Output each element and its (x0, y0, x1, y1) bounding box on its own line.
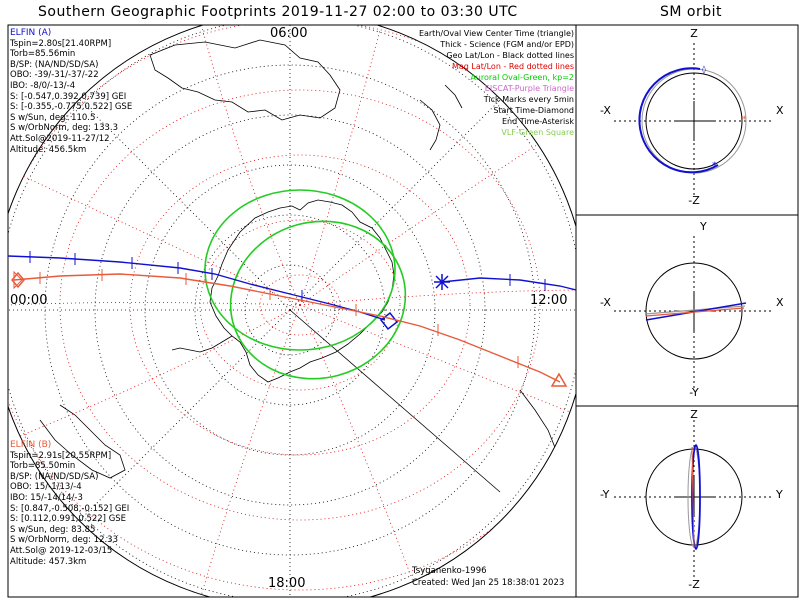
orbit1-right: X (776, 104, 784, 117)
elfin-a-end-asterisk (434, 274, 450, 290)
elfin-a-info-line: S: [-0.547,0.392,0.739] GEI (10, 91, 127, 102)
page-title: Southern Geographic Footprints 2019-11-2… (38, 4, 518, 20)
orbit1-left: -X (600, 104, 611, 117)
elfin-a-info-line: Altitude: 456.5km (10, 144, 87, 155)
orbit-panel-xz: * * ◊ (614, 43, 774, 198)
created-label: Created: Wed Jan 25 18:38:01 2023 (412, 578, 565, 588)
elfin-b-info-line: Tspin=2.91s[20.55RPM] (10, 450, 112, 461)
elfin-a-info: ELFIN (A) Tspin=2.80s[21.40RPM] Torb=85.5… (10, 28, 132, 155)
model-label: Tsyganenko-1996 (412, 566, 487, 576)
elfin-a-info-line: S w/OrbNorm, deg: 133.3 (10, 123, 119, 134)
svg-text:*: * (742, 115, 747, 125)
antarctic-peninsula (171, 335, 233, 353)
legend-item: Geo Lat/Lon - Black dotted lines (446, 51, 574, 60)
elfin-a-info-line: B/SP: (NA/ND/SD/SA) (10, 59, 99, 70)
geo-lon-lines (8, 25, 576, 597)
clock-label-bottom: 18:00 (268, 576, 306, 591)
nz-coastline (419, 84, 463, 151)
orbit1-top: Z (690, 27, 698, 40)
elfin-a-info-line: S w/Sun, deg: 110.5 (10, 112, 96, 123)
elfin-b-view-triangle (550, 372, 568, 387)
elfin-a-info-line: Torb=85.56min (10, 49, 76, 60)
australia-coastline (149, 39, 341, 121)
clock-label-left: 00:00 (10, 293, 48, 308)
elfin-a-info-line: S: [-0.355,-0.775,0.522] GSE (10, 102, 133, 113)
clock-label-top: 06:00 (270, 26, 308, 41)
orbit3-right: Y (776, 488, 783, 501)
orbit-a-yz (691, 444, 701, 550)
elfin-b-start-marker (13, 270, 23, 290)
legend-item: End Time-Asterisk (501, 117, 574, 126)
elfin-b-info-line: OBO: 15/-1/13/-4 (10, 482, 82, 493)
auroral-oval-inner (229, 220, 407, 380)
elfin-b-info-line: S: [0.847,-0.508,-0.152] GEI (10, 503, 130, 514)
elfin-b-track (13, 273, 561, 383)
elfin-a-track (8, 255, 386, 321)
elfin-b-info-line: S w/OrbNorm, deg: 12.33 (10, 535, 119, 546)
svg-text:◊: ◊ (702, 65, 706, 74)
orbit-b-xy (645, 307, 745, 317)
elfin-a-info-line: Tspin=2.80s[21.40RPM] (10, 38, 112, 49)
elfin-a-info-line: OBO: -39/-31/-37/-22 (10, 70, 99, 81)
elfin-b-info-line: Att.Sol@ 2019-12-03/15 (10, 545, 113, 556)
elfin-a-info-line: IBO: -8/0/-13/-4 (10, 80, 76, 91)
auroral-oval-outer (204, 189, 396, 351)
legend-item: Auroral Oval-Green, kp=2 (470, 73, 574, 82)
elfin-b-start-diamond (11, 271, 25, 289)
orbit-a-xz (638, 67, 719, 174)
orbit2-left: -X (600, 296, 611, 309)
orbit-panel-yz (614, 420, 774, 578)
orbit3-left: -Y (600, 488, 610, 501)
elfin-b-name: ELFIN (B) (10, 440, 52, 450)
elfin-a-track-second (441, 277, 576, 291)
elfin-b-info-line: Torb=85.50min (10, 461, 76, 472)
legend: Earth/Oval View Center Time (triangle) Th… (419, 28, 574, 138)
orbit3-bottom: -Z (688, 578, 700, 591)
elfin-b-ticks (39, 269, 519, 368)
orbit-title: SM orbit (660, 4, 723, 20)
dusk-meridian (289, 309, 501, 493)
clock-label-right: 12:00 (530, 293, 568, 308)
legend-item: Start Time-Diamond (493, 106, 574, 115)
elfin-b-info-line: B/SP: (NA/ND/SD/SA) (10, 471, 99, 482)
svg-text:*: * (712, 161, 717, 171)
legend-item: Earth/Oval View Center Time (triangle) (418, 29, 574, 38)
orbit-b-yz (691, 446, 695, 549)
elfin-a-name: ELFIN (A) (10, 28, 52, 38)
legend-item: Thick - Science (FGM and/or EPD) (440, 40, 574, 49)
legend-item: Mag Lat/Lon - Red dotted lines (451, 62, 574, 71)
elfin-b-info-line: S: [0.112,0.991,0.522] GSE (10, 514, 127, 525)
legend-item: EISCAT-Purple Triangle (484, 84, 574, 93)
orbit2-bottom: -Y (689, 386, 699, 399)
elfin-b-info-line: IBO: 15/-14/14/-3 (10, 492, 83, 503)
elfin-b-info: ELFIN (B) Tspin=2.91s[20.55RPM] Torb=85.5… (10, 440, 129, 567)
mag-lat-lines (8, 25, 576, 591)
elfin-b-info-line: S w/Sun, deg: 83.85 (10, 524, 96, 535)
orbit2-right: X (776, 296, 784, 309)
orbit-frame (575, 24, 799, 598)
south-america-coastline (39, 404, 126, 479)
elfin-a-info-line: Att.Sol@2019-11-27/12 (10, 133, 110, 144)
orbit2-top: Y (700, 220, 707, 233)
elfin-b-info-line: Altitude: 457.3km (10, 556, 87, 567)
elfin-a-start-diamond (379, 311, 399, 331)
orbit1-bottom: -Z (688, 194, 700, 207)
legend-item: Tick Marks every 5min (483, 95, 574, 104)
orbit3-top: Z (690, 408, 698, 421)
legend-item: VLF-Green Square (501, 128, 574, 137)
orbit-panel-xy (614, 236, 774, 390)
